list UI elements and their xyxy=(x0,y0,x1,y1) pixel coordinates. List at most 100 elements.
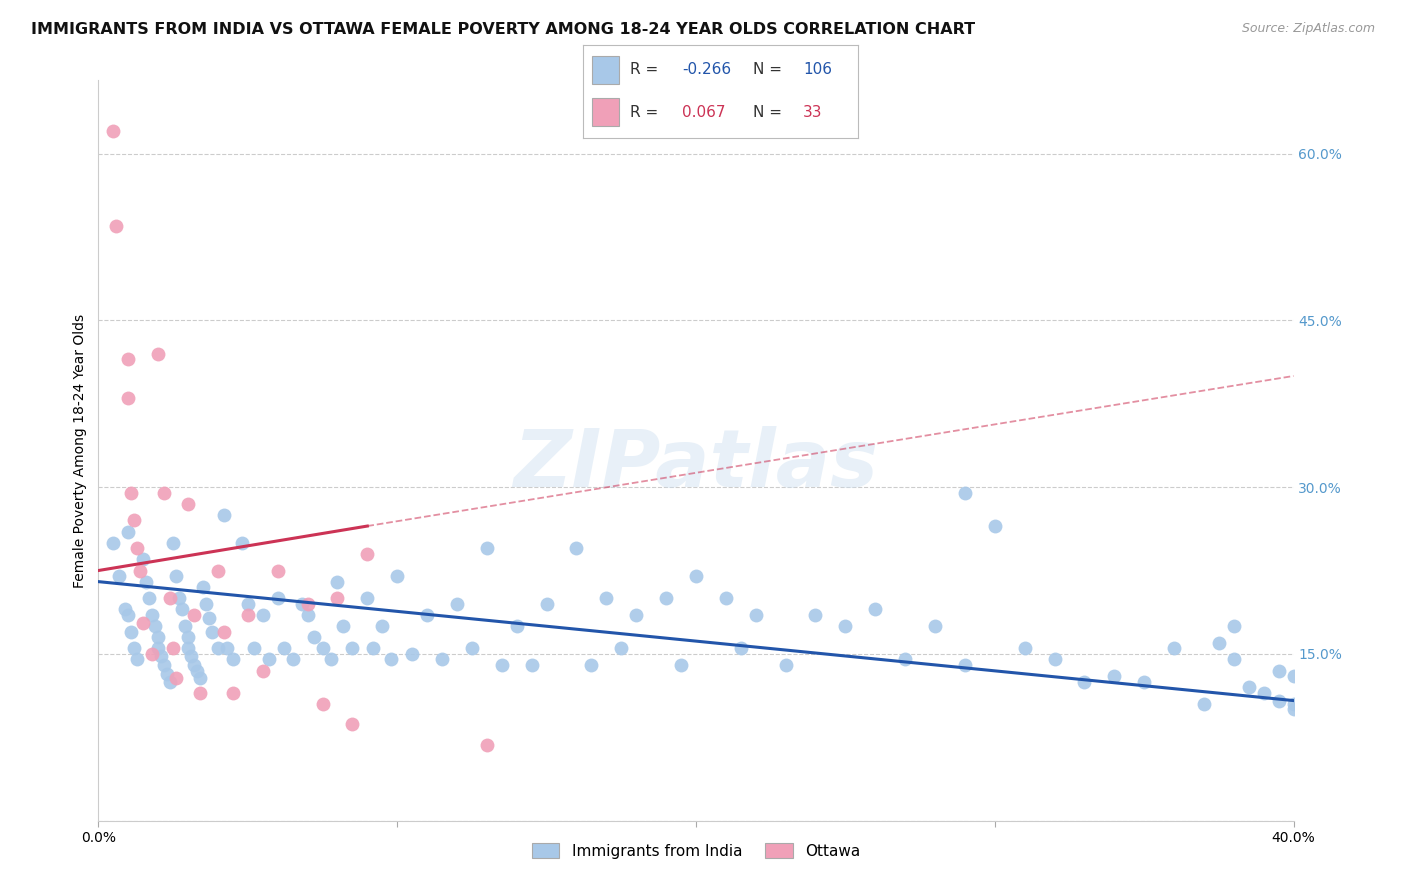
Point xyxy=(143,619,166,633)
Point xyxy=(177,641,200,656)
Text: Source: ZipAtlas.com: Source: ZipAtlas.com xyxy=(1241,22,1375,36)
Point xyxy=(172,602,194,616)
Point xyxy=(1312,724,1334,739)
Point xyxy=(281,652,304,666)
Point xyxy=(236,607,259,622)
Text: -0.266: -0.266 xyxy=(682,62,731,78)
Point xyxy=(461,641,484,656)
Point xyxy=(865,602,887,616)
Point xyxy=(371,619,394,633)
Point xyxy=(804,607,827,622)
Legend: Immigrants from India, Ottawa: Immigrants from India, Ottawa xyxy=(526,837,866,865)
Text: 0.067: 0.067 xyxy=(682,104,725,120)
Point xyxy=(159,674,181,689)
Point xyxy=(124,641,146,656)
Point xyxy=(1267,693,1289,707)
Point xyxy=(108,569,131,583)
Point xyxy=(730,641,752,656)
Point xyxy=(243,641,266,656)
Point xyxy=(342,717,364,731)
Point xyxy=(491,658,513,673)
Point xyxy=(311,697,333,711)
Point xyxy=(446,597,468,611)
Point xyxy=(267,564,290,578)
Point xyxy=(894,652,917,666)
Point xyxy=(215,641,238,656)
Text: N =: N = xyxy=(754,62,787,78)
Point xyxy=(1163,641,1185,656)
Point xyxy=(1282,697,1305,711)
Point xyxy=(177,630,200,644)
Point xyxy=(311,641,333,656)
Point xyxy=(159,591,181,606)
Point xyxy=(363,641,385,656)
Point xyxy=(1208,636,1230,650)
Point xyxy=(1192,697,1215,711)
Point xyxy=(714,591,737,606)
Point xyxy=(132,615,155,630)
Point xyxy=(148,347,170,361)
Point xyxy=(297,597,319,611)
Point xyxy=(103,535,125,549)
Point xyxy=(141,607,163,622)
Point xyxy=(174,619,197,633)
Point xyxy=(105,219,128,233)
Point xyxy=(356,591,378,606)
Point xyxy=(1282,669,1305,683)
Point xyxy=(1014,641,1036,656)
Point xyxy=(148,630,170,644)
Point xyxy=(953,485,976,500)
Text: N =: N = xyxy=(754,104,787,120)
Point xyxy=(207,564,229,578)
Point xyxy=(342,641,364,656)
Point xyxy=(156,666,179,681)
Point xyxy=(257,652,280,666)
Point xyxy=(153,658,176,673)
Point xyxy=(222,686,245,700)
Point xyxy=(356,547,378,561)
Point xyxy=(610,641,633,656)
Point xyxy=(520,658,543,673)
Point xyxy=(626,607,648,622)
Point xyxy=(1267,664,1289,678)
Point xyxy=(114,602,136,616)
Point xyxy=(117,607,139,622)
Point xyxy=(150,649,173,664)
Point xyxy=(162,641,184,656)
Point xyxy=(1104,669,1126,683)
Point xyxy=(191,580,214,594)
Point xyxy=(1223,619,1246,633)
Text: ZIPatlas: ZIPatlas xyxy=(513,426,879,504)
Text: 106: 106 xyxy=(803,62,832,78)
Point xyxy=(183,607,205,622)
Point xyxy=(506,619,529,633)
Point xyxy=(117,391,139,405)
Point xyxy=(953,658,976,673)
Point xyxy=(188,671,211,685)
Point xyxy=(332,619,354,633)
Point xyxy=(129,564,152,578)
Bar xyxy=(592,56,619,84)
Point xyxy=(565,541,588,556)
Point xyxy=(165,671,187,685)
Point xyxy=(326,591,349,606)
Point xyxy=(924,619,946,633)
Point xyxy=(183,658,205,673)
Point xyxy=(127,541,149,556)
Point xyxy=(385,569,409,583)
Point xyxy=(188,686,211,700)
Point xyxy=(195,597,218,611)
Point xyxy=(201,624,224,639)
Point xyxy=(141,647,163,661)
Point xyxy=(236,597,259,611)
Point xyxy=(595,591,617,606)
Point xyxy=(167,591,190,606)
Point xyxy=(401,647,423,661)
Point xyxy=(416,607,439,622)
Point xyxy=(124,514,146,528)
Bar xyxy=(592,98,619,126)
Point xyxy=(177,497,200,511)
Point xyxy=(745,607,768,622)
Point xyxy=(475,738,498,752)
Point xyxy=(212,624,235,639)
